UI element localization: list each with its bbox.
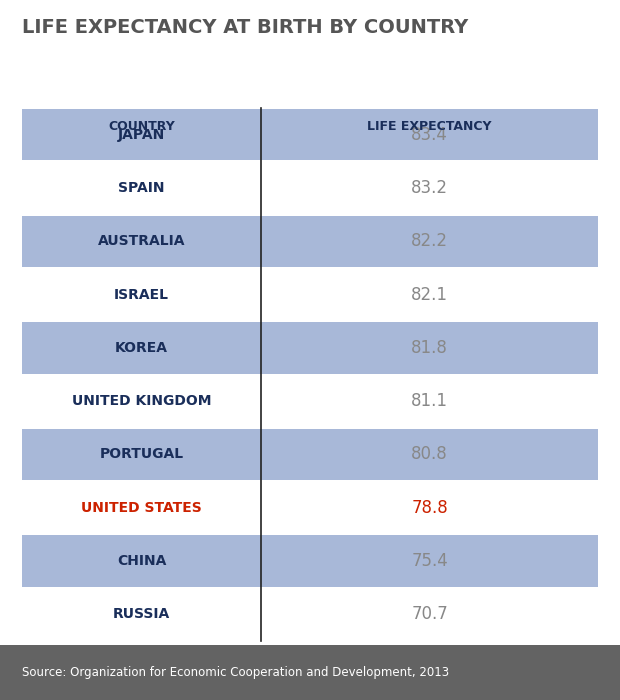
Text: 83.4: 83.4 — [411, 126, 448, 144]
FancyBboxPatch shape — [22, 109, 598, 160]
Text: Source: Organization for Economic Cooperation and Development, 2013: Source: Organization for Economic Cooper… — [22, 666, 449, 679]
FancyBboxPatch shape — [22, 269, 598, 320]
Text: LIFE EXPECTANCY AT BIRTH BY COUNTRY: LIFE EXPECTANCY AT BIRTH BY COUNTRY — [22, 18, 468, 37]
Text: 75.4: 75.4 — [411, 552, 448, 570]
Text: 81.8: 81.8 — [411, 339, 448, 357]
Text: PORTUGAL: PORTUGAL — [99, 447, 184, 461]
Text: 83.2: 83.2 — [411, 179, 448, 197]
FancyBboxPatch shape — [22, 536, 598, 587]
Text: UNITED STATES: UNITED STATES — [81, 500, 202, 514]
Text: COUNTRY: COUNTRY — [108, 120, 175, 133]
FancyBboxPatch shape — [0, 645, 620, 700]
Text: 70.7: 70.7 — [411, 606, 448, 623]
Text: JAPAN: JAPAN — [118, 127, 165, 141]
Text: SPAIN: SPAIN — [118, 181, 165, 195]
Text: UNITED KINGDOM: UNITED KINGDOM — [72, 394, 211, 408]
Text: 82.2: 82.2 — [411, 232, 448, 251]
Text: RUSSIA: RUSSIA — [113, 608, 170, 622]
Text: 78.8: 78.8 — [411, 498, 448, 517]
FancyBboxPatch shape — [22, 162, 598, 214]
FancyBboxPatch shape — [22, 216, 598, 267]
Text: 80.8: 80.8 — [411, 445, 448, 463]
FancyBboxPatch shape — [22, 429, 598, 480]
Text: 82.1: 82.1 — [411, 286, 448, 304]
FancyBboxPatch shape — [22, 589, 598, 640]
Text: LIFE EXPECTANCY: LIFE EXPECTANCY — [367, 120, 492, 133]
FancyBboxPatch shape — [22, 482, 598, 533]
Text: KOREA: KOREA — [115, 341, 168, 355]
Text: ISRAEL: ISRAEL — [114, 288, 169, 302]
Text: 81.1: 81.1 — [411, 392, 448, 410]
FancyBboxPatch shape — [22, 375, 598, 427]
FancyBboxPatch shape — [22, 322, 598, 374]
Text: AUSTRALIA: AUSTRALIA — [98, 234, 185, 248]
Text: CHINA: CHINA — [117, 554, 166, 568]
